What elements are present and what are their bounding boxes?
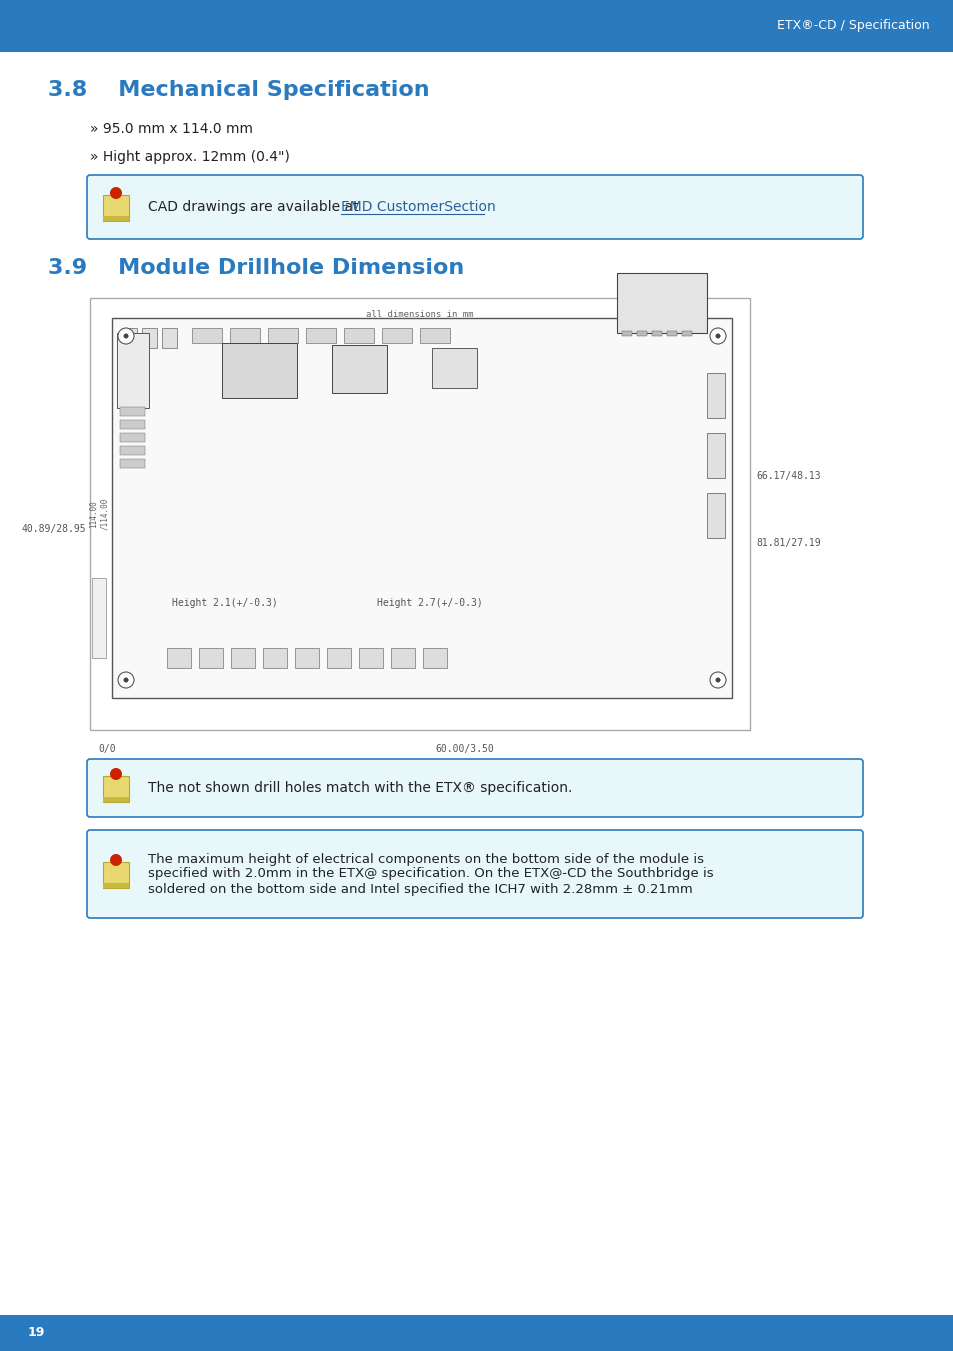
Circle shape: [118, 328, 133, 345]
Circle shape: [709, 671, 725, 688]
Bar: [0, 1315, 953, 1351]
Bar: [91, 578, 106, 658]
Bar: [391, 648, 415, 667]
Text: CAD drawings are available at: CAD drawings are available at: [148, 200, 363, 213]
Bar: [103, 216, 129, 222]
Bar: [142, 328, 157, 349]
Text: 40.89/28.95: 40.89/28.95: [21, 524, 86, 534]
Bar: [103, 862, 129, 888]
Bar: [306, 328, 335, 343]
Bar: [706, 434, 724, 478]
Text: 3.8    Mechanical Specification: 3.8 Mechanical Specification: [48, 80, 429, 100]
Bar: [268, 328, 297, 343]
FancyBboxPatch shape: [87, 759, 862, 817]
Bar: [419, 328, 450, 343]
Text: » Hight approx. 12mm (0.4"): » Hight approx. 12mm (0.4"): [90, 150, 290, 163]
Bar: [222, 343, 296, 399]
Bar: [230, 328, 260, 343]
Bar: [706, 373, 724, 417]
Bar: [637, 331, 646, 336]
Bar: [706, 493, 724, 538]
Bar: [358, 648, 382, 667]
Text: Height 2.1(+/-0.3): Height 2.1(+/-0.3): [172, 598, 277, 608]
Bar: [162, 328, 177, 349]
Text: 0/0: 0/0: [98, 744, 115, 754]
FancyBboxPatch shape: [87, 830, 862, 917]
Bar: [0, 0, 953, 51]
Text: 114.00
/114.00: 114.00 /114.00: [90, 497, 109, 530]
Text: EMD CustomerSection: EMD CustomerSection: [340, 200, 496, 213]
Bar: [381, 328, 412, 343]
Text: 19: 19: [28, 1327, 46, 1339]
Text: all dimensions in mm: all dimensions in mm: [366, 309, 474, 319]
Bar: [122, 328, 137, 349]
Bar: [422, 648, 447, 667]
Text: 81.81/27.19: 81.81/27.19: [755, 538, 820, 549]
Bar: [651, 331, 661, 336]
Bar: [617, 273, 706, 332]
Bar: [681, 331, 691, 336]
Bar: [120, 434, 145, 442]
Bar: [432, 349, 476, 388]
FancyBboxPatch shape: [87, 176, 862, 239]
Bar: [120, 407, 145, 416]
Circle shape: [110, 854, 122, 866]
Bar: [103, 775, 129, 802]
Bar: [90, 299, 749, 730]
Bar: [294, 648, 318, 667]
Bar: [117, 332, 149, 408]
Bar: [167, 648, 191, 667]
Bar: [666, 331, 677, 336]
Bar: [103, 884, 129, 888]
Text: Height 2.7(+/-0.3): Height 2.7(+/-0.3): [376, 598, 482, 608]
Text: ETX®-CD / Specification: ETX®-CD / Specification: [777, 19, 929, 32]
Circle shape: [123, 334, 129, 339]
Text: The maximum height of electrical components on the bottom side of the module is
: The maximum height of electrical compone…: [148, 852, 713, 896]
Bar: [120, 446, 145, 455]
Bar: [344, 328, 374, 343]
Circle shape: [110, 186, 122, 199]
Bar: [103, 797, 129, 802]
Bar: [112, 317, 731, 698]
Text: 3.9    Module Drillhole Dimension: 3.9 Module Drillhole Dimension: [48, 258, 464, 278]
Bar: [621, 331, 631, 336]
Circle shape: [123, 677, 129, 682]
Bar: [192, 328, 222, 343]
Text: The not shown drill holes match with the ETX® specification.: The not shown drill holes match with the…: [148, 781, 572, 794]
Bar: [327, 648, 351, 667]
Text: 66.17/48.13: 66.17/48.13: [755, 471, 820, 481]
Circle shape: [715, 677, 720, 682]
Circle shape: [110, 767, 122, 780]
Bar: [332, 345, 387, 393]
Circle shape: [118, 671, 133, 688]
Bar: [120, 459, 145, 467]
Text: » 95.0 mm x 114.0 mm: » 95.0 mm x 114.0 mm: [90, 122, 253, 136]
Bar: [120, 420, 145, 430]
Text: 60.00/3.50: 60.00/3.50: [435, 744, 494, 754]
Bar: [263, 648, 287, 667]
Circle shape: [715, 334, 720, 339]
Bar: [103, 195, 129, 222]
Bar: [199, 648, 223, 667]
Bar: [231, 648, 254, 667]
Circle shape: [709, 328, 725, 345]
